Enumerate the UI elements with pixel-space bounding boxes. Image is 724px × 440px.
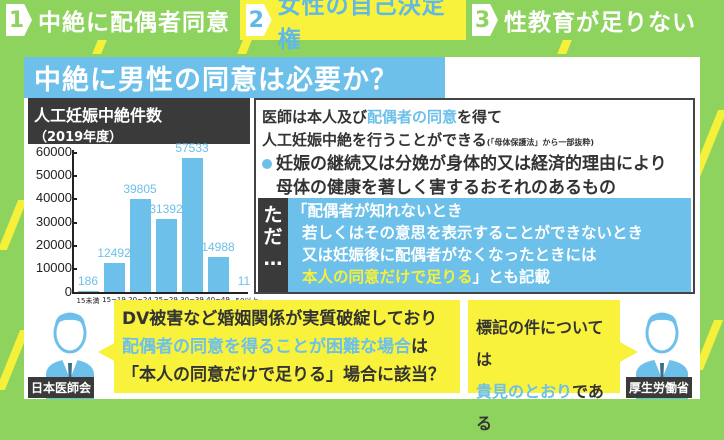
jma-nameplate: 日本医師会 <box>28 377 95 398</box>
y-tick-label: 20000 <box>35 237 72 252</box>
topic-tab-3: 3 性教育が足りない <box>466 0 724 40</box>
y-tick-label: 60000 <box>35 144 72 159</box>
chart-title: 人工妊娠中絶件数 （2019年度） <box>34 102 244 145</box>
tada-label: た だ … <box>258 198 288 292</box>
x-axis <box>72 292 248 294</box>
bar-value: 31392 <box>149 202 183 216</box>
quote-line: 本人の同意だけで足りる」とも記載 <box>292 266 687 288</box>
bullet-text: 妊娠の継続又は分娩が身体的又は経済的理由により <box>276 154 667 174</box>
quote-line: 「配偶者が知れないとき <box>292 202 463 220</box>
mhlw-line: 貴見のとおりである <box>476 376 612 440</box>
chart-bar <box>130 199 151 292</box>
y-tick-label: 40000 <box>35 190 72 205</box>
tada-char: … <box>263 248 283 270</box>
exception-quote: 「配偶者が知れないとき 若しくはその意思を表示することができないとき 又は妊娠後… <box>288 198 691 292</box>
jma-line: 配偶者の同意を得ることが困難な場合は <box>122 333 452 361</box>
topic-label: 中絶に配偶者同意 <box>38 10 230 36</box>
bubble-tail <box>98 342 116 362</box>
y-tick-label: 10000 <box>35 260 72 275</box>
y-tick <box>72 245 77 247</box>
bg-stripe <box>557 40 572 54</box>
mhlw-nameplate: 厚生労働省 <box>626 377 693 398</box>
law-excerpt-box: 医師は本人及び配偶者の同意を得て 人工妊娠中絶を行うことができる(「母体保護法」… <box>254 98 695 294</box>
law-bullet: 妊娠の継続又は分娩が身体的又は経済的理由により 母体の健康を著しく害するおそれの… <box>262 152 667 200</box>
chart-header: 人工妊娠中絶件数 （2019年度） 「厚労省HPから」 <box>28 98 250 157</box>
tada-char: だ <box>263 226 283 248</box>
jma-speech-bubble: DV被害など婚姻関係が実質破綻しており 配偶者の同意を得ることが困難な場合は 「… <box>114 300 460 393</box>
x-tick-label: 15未満 <box>76 297 100 305</box>
mhlw-figure: 厚生労働省 <box>624 305 700 399</box>
chart-source: 「厚労省HPから」 <box>177 148 244 157</box>
chart-bar <box>78 291 99 292</box>
bar-value: 57533 <box>175 141 209 155</box>
chart-plot: 60000 50000 40000 30000 20000 10000 0 18… <box>28 141 259 315</box>
y-tick-label: 30000 <box>35 214 72 229</box>
jma-line: 「本人の同意だけで足りる」場合に該当？ <box>122 365 445 385</box>
topic-tab-1: 1 中絶に配偶者同意 <box>0 0 240 40</box>
chart-bar <box>104 263 125 292</box>
bar-value: 39805 <box>123 182 157 196</box>
jma-text: は <box>411 337 428 357</box>
law-text: 人工妊娠中絶を行うことができる <box>262 131 487 149</box>
y-tick <box>72 198 77 200</box>
bg-stripe <box>92 40 107 54</box>
bar-value: 14988 <box>201 240 235 254</box>
y-axis <box>72 150 74 293</box>
law-line-1: 医師は本人及び配偶者の同意を得て <box>262 106 502 127</box>
mhlw-line: 標記の件については <box>476 318 604 369</box>
main-panel: 中絶に男性の同意は必要か？ 人工妊娠中絶件数 （2019年度） 「厚労省HPから」… <box>24 57 700 433</box>
quote-text: 」とも記載 <box>472 268 551 286</box>
quote-line: 又は妊娠後に配偶者がなくなったときには <box>302 246 597 264</box>
jma-figure: 日本医師会 <box>24 305 116 399</box>
abortion-chart: 人工妊娠中絶件数 （2019年度） 「厚労省HPから」 60000 50000 4… <box>28 98 259 315</box>
bullet-dot-icon <box>262 159 272 169</box>
y-tick <box>72 222 77 224</box>
panel-title: 中絶に男性の同意は必要か？ <box>24 57 445 98</box>
law-highlight: 配偶者の同意 <box>367 108 458 126</box>
chart-year: （2019年度） <box>34 130 123 145</box>
mhlw-highlight: 貴見のとおり <box>476 382 573 401</box>
y-tick <box>72 268 77 270</box>
law-line-2: 人工妊娠中絶を行うことができる(「母体保護法」から一部抜粋) <box>262 129 594 150</box>
chart-bar <box>156 219 177 292</box>
y-tick-label: 0 <box>64 284 72 299</box>
y-tick <box>72 175 77 177</box>
topic-number: 2 <box>246 4 272 36</box>
mhlw-speech-bubble: 標記の件については 貴見のとおりである <box>468 300 620 433</box>
bullet-text: 母体の健康を著しく害するおそれのあるもの <box>276 178 616 198</box>
topic-number: 3 <box>472 4 498 36</box>
topic-bar: 1 中絶に配偶者同意 2 女性の自己決定権 3 性教育が足りない <box>0 0 724 53</box>
tada-char: た <box>263 204 283 226</box>
chart-bar <box>208 257 229 292</box>
bar-value: 186 <box>77 274 99 288</box>
bar-value: 12492 <box>97 246 131 260</box>
law-text: を得て <box>457 108 503 126</box>
bg-stripe <box>237 40 252 54</box>
chart-title-text: 人工妊娠中絶件数 <box>34 106 163 125</box>
quote-highlight: 本人の同意だけで足りる <box>302 268 473 286</box>
bar-value: 11 <box>237 274 251 288</box>
law-text: 医師は本人及び <box>262 108 368 126</box>
topic-tab-2: 2 女性の自己決定権 <box>240 0 466 53</box>
topic-label: 女性の自己決定権 <box>277 0 446 53</box>
bubble-tail <box>620 342 638 362</box>
y-tick-label: 50000 <box>35 167 72 182</box>
law-source-note: (「母体保護法」から一部抜粋) <box>486 138 595 147</box>
quote-line: 若しくはその意思を表示することができないとき <box>302 224 644 242</box>
jma-line: DV被害など婚姻関係が実質破綻しており <box>122 309 438 329</box>
topic-number: 1 <box>6 4 32 36</box>
topic-label: 性教育が足りない <box>504 10 696 36</box>
chart-bar <box>182 158 203 292</box>
jma-highlight: 配偶者の同意を得ることが困難な場合 <box>122 337 411 357</box>
y-tick <box>72 152 77 154</box>
